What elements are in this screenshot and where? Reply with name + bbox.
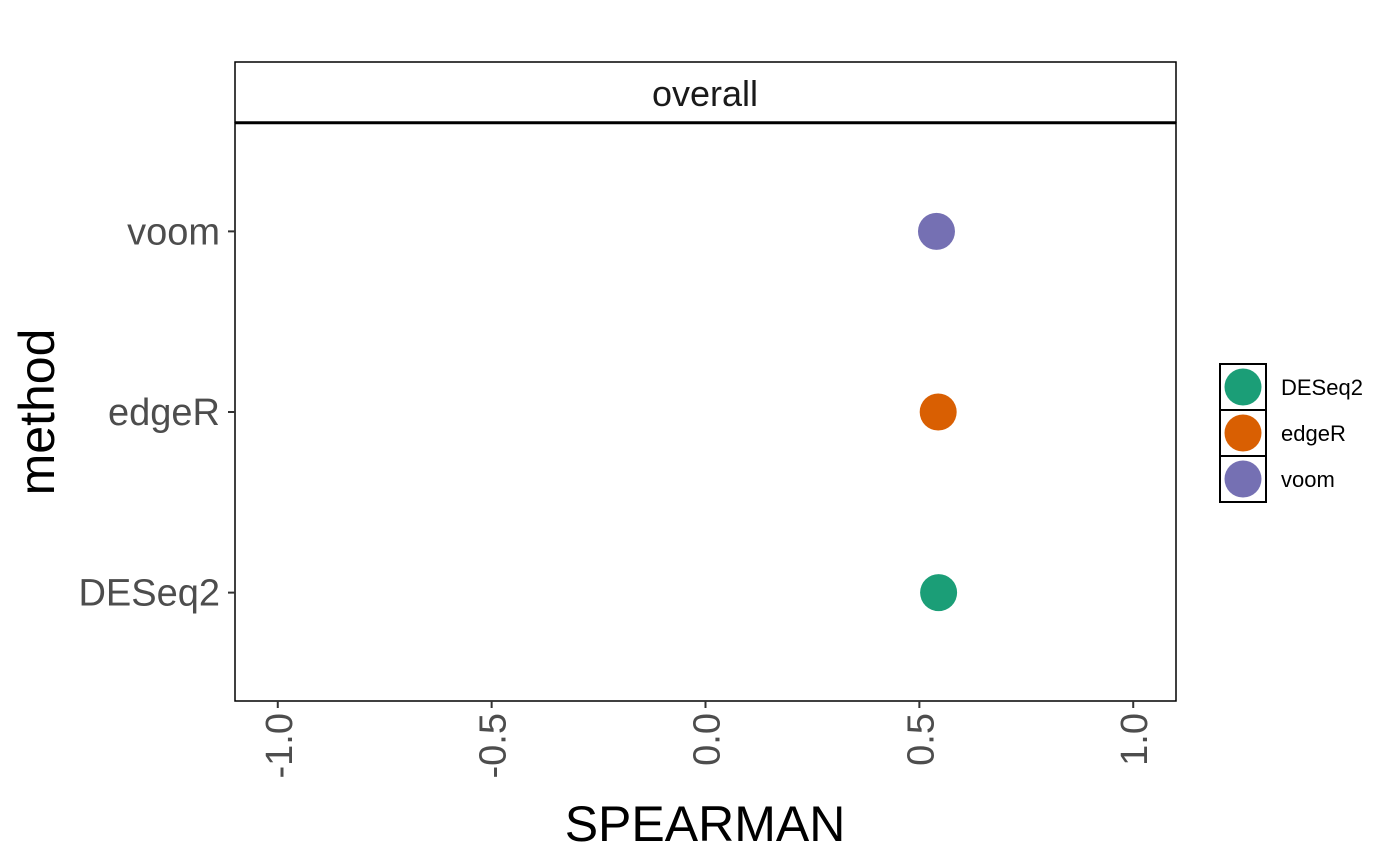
x-tick-label: 0.0 (687, 713, 729, 766)
plot-panel (234, 122, 1177, 702)
x-tick-label: 0.5 (900, 713, 942, 766)
x-tick-label: -1.0 (259, 713, 301, 778)
y-axis: DESeq2 edgeR voom (78, 211, 235, 615)
x-axis-title: SPEARMAN (565, 796, 846, 852)
legend: DESeq2 edgeR voom (1219, 363, 1363, 503)
legend-label: DESeq2 (1281, 375, 1363, 400)
data-point-DESeq2 (920, 574, 958, 612)
legend-swatch-edgeR (1224, 414, 1262, 452)
y-axis-title: method (9, 329, 65, 496)
y-tick-label: voom (127, 211, 220, 253)
y-tick-label: DESeq2 (78, 573, 220, 615)
x-tick-label: 1.0 (1114, 713, 1156, 766)
legend-swatch-DESeq2 (1224, 368, 1262, 406)
y-tick-label: edgeR (108, 392, 220, 434)
legend-label: edgeR (1281, 421, 1346, 446)
data-point-voom (917, 212, 955, 250)
facet-strip (234, 61, 1177, 123)
x-axis: -1.0 -0.5 0.0 0.5 1.0 (259, 701, 1156, 778)
facet-label: overall (652, 73, 758, 114)
data-points (917, 212, 958, 612)
legend-label: voom (1281, 467, 1335, 492)
legend-swatch-voom (1224, 460, 1262, 498)
x-tick-label: -0.5 (473, 713, 515, 778)
data-point-edgeR (919, 393, 957, 431)
